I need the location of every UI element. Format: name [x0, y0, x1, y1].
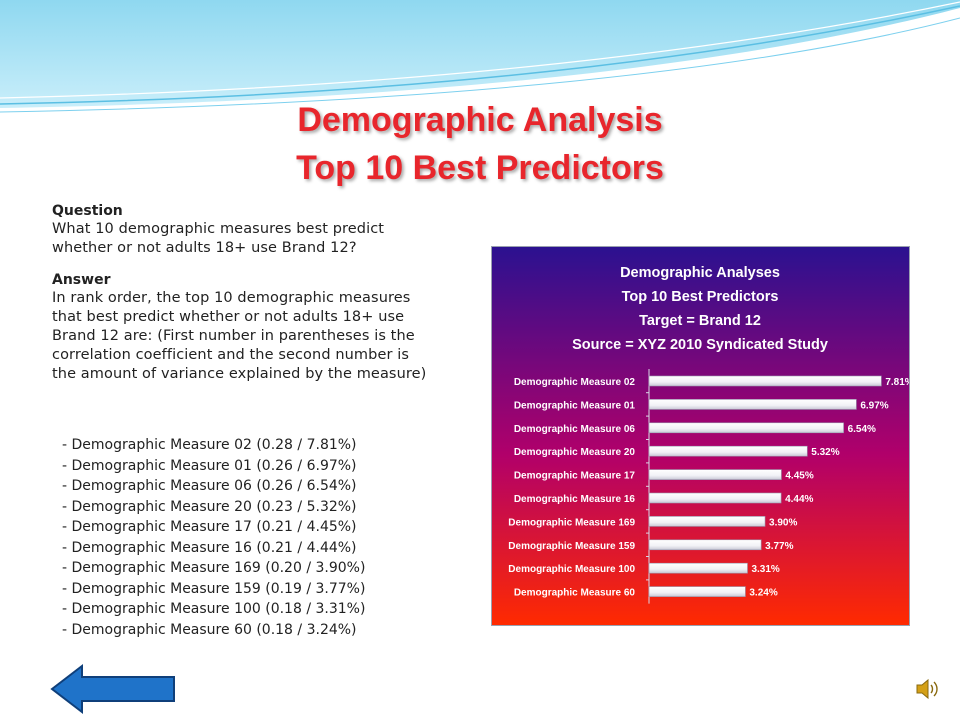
bar-value-label: 5.32%	[811, 447, 839, 458]
bar	[648, 422, 844, 434]
question-line: whether or not adults 18+ use Brand 12?	[52, 240, 357, 256]
predictor-list-item: - Demographic Measure 60 (0.18 / 3.24%)	[62, 621, 357, 638]
answer-line: correlation coefficient and the second n…	[52, 347, 410, 363]
chart-title-line: Target = Brand 12	[639, 313, 761, 329]
question-line: What 10 demographic measures best predic…	[52, 221, 385, 237]
question-answer-text: Question What 10 demographic measures be…	[52, 203, 472, 384]
banner-line-2	[0, 1, 960, 99]
bar	[648, 539, 762, 551]
bar-value-label: 7.81%	[885, 377, 909, 388]
answer-line: that best predict whether or not adults …	[52, 309, 405, 325]
predictor-list-item: - Demographic Measure 06 (0.26 / 6.54%)	[62, 478, 357, 494]
category-label: Demographic Measure 02	[514, 377, 636, 388]
chart-background	[492, 247, 909, 625]
slide-title-line-1: Demographic Analysis	[297, 101, 663, 139]
category-label: Demographic Measure 16	[514, 494, 636, 505]
chart-title-line: Source = XYZ 2010 Syndicated Study	[572, 337, 828, 353]
answer-line: In rank order, the top 10 demographic me…	[52, 290, 411, 306]
category-label: Demographic Measure 60	[514, 588, 636, 599]
bar	[648, 445, 808, 457]
predictor-list-item: - Demographic Measure 159 (0.19 / 3.77%)	[62, 580, 366, 597]
predictor-list-item: - Demographic Measure 01 (0.26 / 6.97%)	[62, 457, 357, 474]
left-arrow-icon	[50, 663, 175, 715]
predictor-list-item: - Demographic Measure 100 (0.18 / 3.31%)	[62, 601, 366, 617]
predictor-list-item: - Demographic Measure 17 (0.21 / 4.45%)	[62, 519, 357, 535]
category-label: Demographic Measure 06	[514, 424, 636, 435]
bar	[648, 562, 748, 574]
bar-value-label: 3.31%	[751, 564, 779, 575]
bar	[648, 586, 746, 597]
bar-value-label: 3.90%	[769, 517, 797, 528]
question-heading: Question	[52, 203, 123, 219]
bar	[648, 516, 766, 527]
predictor-list-item: - Demographic Measure 169 (0.20 / 3.90%)	[62, 560, 366, 576]
banner-line-3	[0, 17, 960, 113]
banner-line-1	[0, 5, 960, 105]
chart-canvas: Demographic Analyses Top 10 Best Predicto…	[492, 247, 909, 625]
speaker-icon[interactable]	[914, 676, 940, 702]
bar-value-label: 4.44%	[785, 494, 813, 505]
category-label: Demographic Measure 100	[508, 564, 635, 575]
chart-title-line: Demographic Analyses	[620, 265, 780, 281]
bar	[648, 469, 782, 480]
category-label: Demographic Measure 159	[508, 541, 635, 552]
bar-value-label: 6.54%	[848, 424, 876, 435]
back-arrow-button[interactable]	[48, 663, 178, 715]
predictor-list: - Demographic Measure 02 (0.28 / 7.81%) …	[62, 435, 365, 640]
slide-title-line-2: Top 10 Best Predictors	[296, 149, 664, 187]
banner-wave	[0, 0, 960, 108]
category-label: Demographic Measure 01	[514, 400, 636, 411]
predictor-bar-chart: Demographic Analyses Top 10 Best Predicto…	[491, 246, 910, 626]
answer-heading: Answer	[52, 272, 111, 288]
predictor-list-item: - Demographic Measure 02 (0.28 / 7.81%)	[62, 437, 357, 453]
bar-value-label: 4.45%	[785, 471, 813, 482]
answer-line: Brand 12 are: (First number in parenthes…	[52, 328, 415, 344]
bar-value-label: 6.97%	[860, 400, 888, 411]
chart-title-line: Top 10 Best Predictors	[622, 289, 779, 305]
category-label: Demographic Measure 169	[508, 517, 635, 528]
predictor-list-item: - Demographic Measure 20 (0.23 / 5.32%)	[62, 498, 357, 515]
bar-value-label: 3.77%	[765, 541, 793, 552]
header-banner	[0, 0, 960, 113]
answer-line: the amount of variance explained by the …	[52, 366, 427, 382]
bar	[648, 375, 882, 387]
bar-value-label: 3.24%	[749, 588, 777, 599]
category-label: Demographic Measure 20	[514, 447, 636, 458]
bar	[648, 399, 857, 410]
category-label: Demographic Measure 17	[514, 471, 636, 482]
bar	[648, 492, 782, 504]
predictor-list-item: - Demographic Measure 16 (0.21 / 4.44%)	[62, 539, 357, 556]
